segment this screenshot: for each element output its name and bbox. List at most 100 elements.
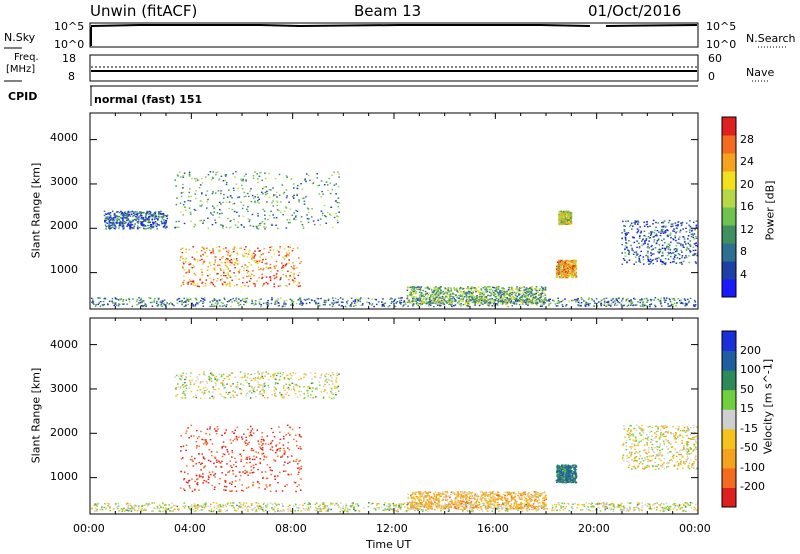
scatter-point bbox=[184, 259, 186, 261]
scatter-point bbox=[202, 247, 205, 249]
scatter-point bbox=[689, 245, 692, 247]
scatter-point bbox=[336, 201, 339, 204]
scatter-point bbox=[139, 213, 142, 215]
scatter-point bbox=[620, 303, 623, 305]
scatter-point bbox=[203, 504, 205, 506]
scatter-point bbox=[499, 299, 501, 301]
scatter-point bbox=[514, 301, 517, 303]
scatter-point bbox=[525, 301, 527, 304]
scatter-point bbox=[240, 285, 243, 288]
scatter-point bbox=[528, 288, 531, 291]
scatter-point bbox=[233, 218, 235, 221]
scatter-point bbox=[209, 277, 212, 279]
scatter-point bbox=[297, 274, 300, 277]
scatter-point bbox=[307, 211, 310, 214]
scatter-point bbox=[151, 305, 154, 307]
scatter-point bbox=[288, 504, 291, 506]
scatter-point bbox=[642, 238, 644, 241]
scatter-point bbox=[559, 219, 561, 221]
scatter-point bbox=[288, 252, 290, 254]
scatter-point bbox=[331, 174, 333, 176]
scatter-point bbox=[181, 247, 184, 249]
scatter-point bbox=[216, 277, 219, 280]
scatter-point bbox=[565, 275, 568, 277]
scatter-point bbox=[230, 305, 232, 308]
scatter-point bbox=[355, 503, 357, 505]
scatter-point bbox=[661, 239, 663, 242]
scatter-point bbox=[210, 264, 212, 267]
scatter-point bbox=[680, 301, 683, 304]
scatter-point bbox=[137, 222, 140, 224]
scatter-point bbox=[287, 254, 290, 257]
scatter-point bbox=[152, 214, 155, 217]
scatter-point bbox=[243, 269, 245, 272]
scatter-point bbox=[243, 255, 246, 257]
scatter-point bbox=[219, 209, 221, 211]
scatter-point bbox=[690, 233, 693, 236]
scatter-point bbox=[498, 292, 501, 294]
scatter-point bbox=[262, 269, 264, 271]
scatter-point bbox=[406, 502, 409, 504]
scatter-point bbox=[667, 221, 670, 224]
scatter-point bbox=[640, 299, 643, 302]
scatter-point bbox=[580, 302, 583, 304]
scatter-point bbox=[190, 283, 193, 285]
scatter-point bbox=[213, 305, 215, 307]
scatter-point bbox=[429, 295, 432, 297]
scatter-point bbox=[455, 294, 457, 297]
scatter-point bbox=[419, 298, 421, 300]
scatter-point bbox=[627, 509, 629, 511]
scatter-point bbox=[326, 211, 329, 214]
scatter-point bbox=[393, 505, 395, 507]
scatter-point bbox=[627, 502, 629, 504]
scatter-point bbox=[565, 214, 568, 216]
scatter-point bbox=[278, 210, 280, 212]
scatter-point bbox=[197, 504, 199, 506]
scatter-point bbox=[565, 217, 568, 219]
scatter-point bbox=[106, 222, 109, 224]
scatter-point bbox=[387, 305, 390, 308]
scatter-point bbox=[647, 258, 649, 261]
scatter-point bbox=[625, 234, 627, 236]
scatter-point bbox=[548, 300, 551, 302]
scatter-point bbox=[114, 303, 117, 305]
scatter-point bbox=[170, 510, 173, 512]
scatter-point bbox=[262, 259, 264, 261]
scatter-point bbox=[440, 299, 443, 302]
scatter-point bbox=[196, 302, 198, 304]
scatter-point bbox=[286, 195, 288, 197]
scatter-point bbox=[481, 292, 483, 295]
scatter-point bbox=[411, 286, 414, 289]
scatter-point bbox=[630, 299, 632, 301]
scatter-point bbox=[194, 507, 197, 510]
scatter-point bbox=[470, 289, 473, 291]
scatter-point bbox=[222, 256, 224, 258]
scatter-point bbox=[571, 273, 573, 276]
scatter-point bbox=[680, 224, 683, 227]
scatter-point bbox=[485, 300, 488, 302]
scatter-point bbox=[400, 303, 402, 305]
scatter-point bbox=[531, 286, 534, 288]
scatter-point bbox=[145, 218, 147, 220]
scatter-point bbox=[510, 298, 513, 300]
scatter-point bbox=[285, 276, 288, 278]
scatter-point bbox=[275, 299, 278, 302]
scatter-point bbox=[415, 302, 417, 304]
scatter-point bbox=[161, 218, 163, 220]
scatter-point bbox=[419, 297, 421, 299]
scatter-point bbox=[652, 219, 655, 222]
scatter-point bbox=[566, 276, 568, 279]
scatter-point bbox=[332, 297, 334, 299]
scatter-point bbox=[681, 255, 684, 257]
scatter-point bbox=[539, 294, 542, 296]
scatter-point bbox=[318, 304, 321, 307]
scatter-point bbox=[488, 302, 490, 304]
scatter-point bbox=[479, 292, 482, 294]
scatter-point bbox=[673, 249, 675, 251]
scatter-point bbox=[542, 295, 544, 297]
scatter-point bbox=[197, 179, 199, 181]
scatter-point bbox=[137, 220, 140, 222]
scatter-point bbox=[275, 217, 278, 219]
scatter-point bbox=[373, 305, 375, 308]
